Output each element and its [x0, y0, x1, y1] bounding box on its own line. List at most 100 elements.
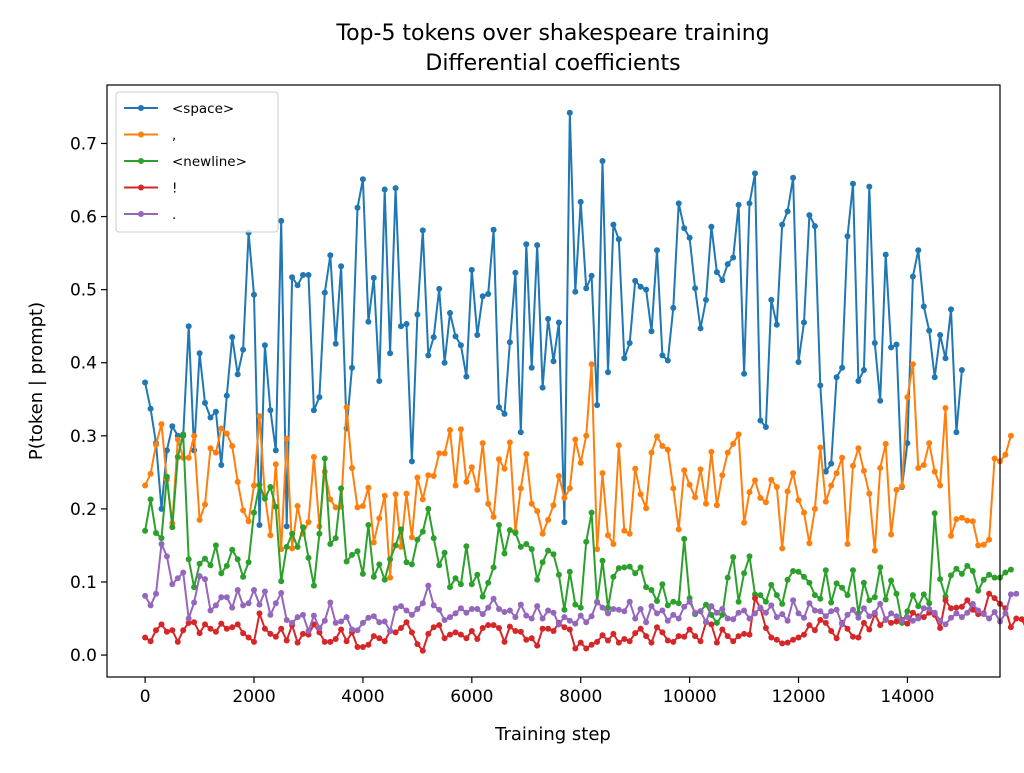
data-point — [866, 613, 873, 620]
data-point — [626, 530, 633, 537]
data-point — [839, 621, 846, 628]
data-point — [572, 601, 579, 608]
data-point — [408, 561, 415, 568]
data-point — [572, 645, 579, 652]
data-point — [948, 605, 954, 612]
data-point — [588, 509, 595, 516]
data-point — [468, 266, 475, 273]
data-point — [180, 569, 187, 576]
data-point — [441, 450, 448, 457]
data-point — [316, 530, 323, 537]
data-point — [806, 212, 813, 219]
data-point — [327, 496, 334, 503]
data-point — [844, 541, 851, 547]
data-point — [436, 450, 443, 457]
data-point — [926, 606, 933, 612]
data-point — [294, 282, 301, 289]
data-point — [860, 367, 867, 373]
data-point — [566, 626, 573, 633]
data-point — [408, 458, 415, 465]
data-point — [953, 610, 960, 617]
data-point — [376, 561, 383, 568]
data-point — [512, 269, 519, 276]
data-point — [441, 359, 448, 366]
data-point — [648, 587, 655, 593]
data-point — [762, 625, 769, 631]
data-point — [381, 492, 388, 499]
data-point — [855, 378, 862, 384]
data-point — [860, 467, 867, 474]
data-point — [185, 323, 192, 330]
data-point — [245, 559, 252, 566]
data-point — [724, 261, 731, 268]
data-point — [561, 494, 568, 501]
data-point — [294, 614, 301, 621]
data-point — [964, 597, 971, 604]
data-point — [828, 628, 835, 634]
data-point — [267, 611, 274, 618]
data-point — [251, 638, 257, 645]
data-point — [703, 296, 709, 303]
data-point — [779, 600, 786, 607]
data-point — [289, 274, 296, 281]
data-point — [419, 600, 426, 607]
data-point — [496, 606, 502, 612]
data-point — [784, 639, 791, 646]
data-point — [790, 568, 797, 574]
data-point — [768, 296, 775, 303]
data-point — [784, 488, 791, 495]
data-point — [866, 490, 873, 497]
data-point — [387, 574, 394, 581]
data-point — [860, 619, 867, 626]
legend-label: . — [172, 207, 176, 223]
data-point — [904, 614, 911, 621]
data-point — [218, 570, 225, 577]
data-point — [790, 174, 797, 181]
data-point — [866, 626, 873, 633]
data-point — [485, 579, 492, 586]
data-point — [381, 576, 388, 583]
data-point — [539, 615, 546, 622]
data-point — [158, 541, 165, 547]
data-point — [343, 558, 350, 565]
data-point — [920, 462, 927, 468]
data-point — [338, 618, 345, 625]
data-point — [730, 616, 737, 623]
data-point — [713, 269, 720, 276]
data-point — [615, 606, 622, 613]
data-point — [931, 374, 938, 381]
data-point — [332, 340, 339, 347]
data-point — [278, 590, 285, 596]
data-point — [882, 440, 889, 447]
data-point — [703, 619, 709, 626]
data-point — [686, 234, 693, 241]
data-point — [909, 609, 916, 616]
data-point — [256, 522, 263, 528]
data-point — [844, 611, 851, 618]
data-point — [915, 465, 922, 471]
data-point — [490, 595, 497, 602]
data-point — [958, 603, 965, 610]
data-point — [327, 252, 334, 259]
data-point — [577, 639, 584, 646]
data-point — [468, 628, 475, 634]
data-point — [370, 539, 377, 546]
data-point — [757, 417, 764, 424]
data-point — [534, 642, 541, 649]
data-point — [599, 470, 606, 477]
data-point — [681, 467, 688, 474]
data-point — [888, 610, 895, 617]
data-point — [142, 482, 149, 489]
data-point — [942, 597, 949, 604]
y-tick-label: 0.2 — [70, 500, 97, 520]
data-point — [321, 455, 328, 462]
data-point — [795, 568, 802, 575]
data-point — [871, 547, 878, 554]
data-point — [1018, 616, 1024, 623]
data-point — [261, 625, 268, 632]
data-point — [909, 617, 916, 624]
data-point — [801, 614, 807, 621]
data-point — [659, 443, 666, 449]
data-point — [681, 535, 688, 542]
data-point — [969, 600, 976, 607]
